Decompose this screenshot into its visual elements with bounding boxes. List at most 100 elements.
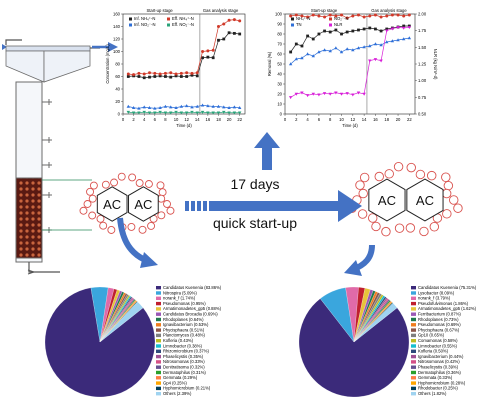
legend-swatch [156,370,161,375]
x-tick-label: 16 [373,117,378,122]
legend-swatch [411,386,416,391]
y-tick-label: 60 [115,74,120,79]
data-point [396,13,400,17]
cell-bubble [357,209,368,219]
y-tick-label: 100 [113,49,121,54]
data-point [206,49,210,53]
legend-label: Others (1.82%) [418,391,447,396]
data-point [206,104,210,108]
data-point [169,105,173,109]
data-point [163,104,168,108]
ac-label: AC [103,197,121,212]
data-point [373,58,378,62]
data-point [373,42,378,46]
legend-swatch [411,344,416,348]
data-point [362,27,366,31]
data-point [227,31,231,35]
cell-bubble [406,162,416,173]
y-tick-label: 10 [277,102,282,107]
data-point [222,22,226,26]
x-tick-label: 18 [384,117,389,122]
data-point [142,76,146,80]
cell-bubble [449,195,459,205]
data-point [227,105,231,109]
data-point [131,105,136,109]
data-point [351,14,355,18]
stage-label-gas: Gas analysis stage [371,8,407,13]
legend-label: Nitrospira (5.09%) [163,290,197,295]
data-point [334,91,338,95]
pie-legend: Candidatus Kuenenia (75.31%)Lysobacter (… [411,285,477,396]
data-point [148,71,152,75]
cell-bubble [117,172,126,181]
data-point [328,92,332,96]
cell-bubble [86,187,95,196]
legend-label: Pseudomonas (0.69%) [418,322,461,327]
x-tick-label: 22 [407,117,412,122]
series-line [128,111,240,114]
data-point [179,104,184,108]
legend-swatch [411,392,416,396]
data-point [195,111,199,115]
legend-swatch [411,376,416,380]
data-point [328,13,332,17]
legend-label: Limnobacter (0.55%) [418,343,457,348]
data-point [163,111,168,115]
data-point [328,30,332,34]
right-arrow-icon [338,190,362,222]
data-point [169,71,173,75]
data-point [385,14,389,18]
data-point [368,14,372,18]
x-tick-label: 14 [195,117,200,122]
data-point [211,104,215,108]
cell-bubble [101,180,110,189]
data-point [334,28,338,32]
series-line [290,14,410,19]
cell-bubble [394,223,405,233]
granule-mature: AC AC [347,161,463,237]
legend-label: Armatimonadetes_gp5 (0.88%) [163,306,222,311]
cell-bubble [368,213,378,223]
data-point [179,71,183,75]
data-point [179,75,183,78]
legend-swatch [156,291,161,295]
ac-particle-left [368,178,406,222]
cell-bubble [415,169,426,180]
pie-slice [99,301,144,343]
data-point [345,47,349,51]
data-point [339,50,344,54]
x-axis-label: Time (d) [342,123,358,128]
data-point [407,24,411,28]
data-point [216,25,220,28]
cell-bubble [79,206,88,215]
data-point [200,110,205,114]
data-point [368,59,372,63]
y2-tick-label: 2.00 [418,12,427,17]
data-point [153,111,157,115]
cell-bubble [419,226,429,237]
y-tick-label: 20 [115,99,120,104]
data-point [300,44,304,48]
legend-swatch [411,333,416,338]
y2-tick-label: 1.00 [418,78,427,83]
cell-bubble [381,226,391,237]
data-point [407,13,411,17]
cell-bubble [163,200,171,208]
cell-bubble [157,211,166,220]
chart-concentration: Start-up stage Gas analysis stage02040608… [105,8,246,128]
legend-label: Rhodoplanes (0.64%) [163,317,204,322]
data-point [158,105,162,109]
legend-label: Denitratisoma (0.32%) [163,365,205,370]
data-point [356,91,361,95]
data-point [222,110,226,114]
y-axis-label: Concentration (mg/L) [105,44,110,84]
legend-swatch [411,301,416,306]
data-point [137,75,141,78]
cell-bubble [128,173,137,182]
data-point [385,40,389,44]
data-point [169,111,173,115]
ac-particle-right [406,178,444,222]
data-point [126,72,130,76]
cell-bubble [442,209,452,219]
legend-label: Rhodobacter (0.25%) [418,386,458,391]
